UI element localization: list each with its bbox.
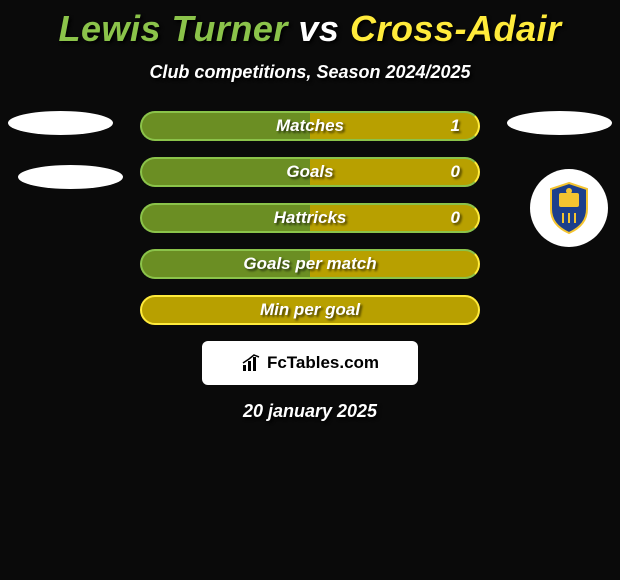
stat-bar: Min per goal [140,295,480,325]
player2-photo-placeholder [507,111,612,135]
stat-bar: Hattricks 0 [140,203,480,233]
stat-label: Goals [286,162,333,182]
stat-label: Hattricks [274,208,347,228]
player1-photo-placeholder [8,111,113,135]
stat-bar: Matches 1 [140,111,480,141]
stat-value-right: 0 [451,208,460,228]
player2-club-badge [530,169,608,247]
vs-separator: vs [298,8,339,49]
date: 20 january 2025 [0,401,620,422]
player1-name: Lewis Turner [58,8,287,49]
branding-text: FcTables.com [267,353,379,373]
player1-club-placeholder [18,165,123,189]
stat-bar: Goals 0 [140,157,480,187]
stats-area: Matches 1 Goals 0 Hattricks 0 Goals per match M… [0,111,620,325]
stat-label: Goals per match [243,254,376,274]
player2-name: Cross-Adair [350,8,562,49]
comparison-title: Lewis Turner vs Cross-Adair [0,0,620,50]
stat-bar: Goals per match [140,249,480,279]
branding-box[interactable]: FcTables.com [202,341,418,385]
stat-value-right: 0 [451,162,460,182]
chart-icon [241,353,261,373]
subtitle: Club competitions, Season 2024/2025 [0,62,620,83]
stat-label: Matches [276,116,344,136]
stat-label: Min per goal [260,300,360,320]
stat-value-right: 1 [451,116,460,136]
club-crest-icon [547,181,591,235]
